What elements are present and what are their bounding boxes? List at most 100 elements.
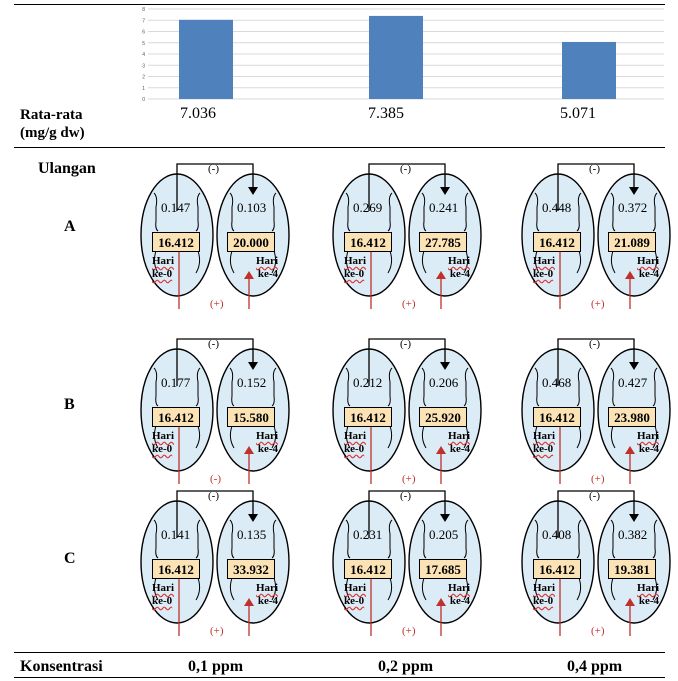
hari-word: Hari (256, 582, 278, 594)
top-sign: (-) (589, 338, 600, 350)
value-box-left: 16.412 (344, 407, 392, 427)
hari-label-right: Hari ke-4 (448, 582, 470, 608)
hari-day: ke-0 (344, 443, 365, 455)
y-tick-label: 6 (142, 30, 145, 36)
hari-day: ke-4 (638, 443, 659, 455)
value-top-right: 0.382 (618, 527, 648, 542)
hari-day: ke-4 (638, 595, 659, 607)
value-top-left: 0.468 (542, 375, 572, 390)
top-sign: (-) (208, 163, 219, 175)
hari-day: ke-4 (449, 268, 470, 280)
avg-label: Rata-rata (mg/g dw) (20, 106, 85, 142)
hari-label-right: Hari ke-4 (637, 255, 659, 281)
y-tick-label: 1 (142, 86, 145, 92)
hari-day: ke-0 (152, 595, 173, 607)
hari-word: Hari (533, 255, 555, 267)
value-box-left: 16.412 (152, 407, 200, 427)
hari-word: Hari (152, 430, 174, 442)
hari-label-left: Hari ke-0 (152, 255, 174, 281)
hari-day: ke-0 (152, 443, 173, 455)
bottom-sign: (+) (402, 298, 416, 310)
hari-day: ke-4 (257, 268, 278, 280)
hari-label-left: Hari ke-0 (152, 430, 174, 456)
avg-value: 7.036 (180, 105, 216, 122)
hari-label-right: Hari ke-4 (256, 582, 278, 608)
y-tick-label: 4 (142, 52, 145, 58)
value-top-left: 0.147 (161, 200, 191, 215)
top-sign: (-) (400, 338, 411, 350)
concentration-label: 0,2 ppm (378, 658, 434, 675)
hari-word: Hari (637, 430, 659, 442)
value-top-left: 0.231 (353, 527, 383, 542)
hari-word: Hari (256, 430, 278, 442)
hari-label-right: Hari ke-4 (637, 430, 659, 456)
value-box-right: 21.089 (608, 232, 656, 252)
value-top-right: 0.427 (618, 375, 648, 390)
avg-value: 5.071 (560, 105, 596, 122)
concentration-label: 0,1 ppm (188, 658, 244, 675)
diagram-cell: (-) 0.448 0.372 16.412 21.089 Hari ke-0 … (519, 159, 678, 310)
hari-word: Hari (344, 582, 366, 594)
avg-value: 7.385 (368, 105, 404, 122)
value-top-right: 0.206 (429, 375, 459, 390)
value-box-left: 16.412 (533, 407, 581, 427)
hari-label-right: Hari ke-4 (637, 582, 659, 608)
value-top-left: 0.269 (353, 200, 383, 215)
hari-word: Hari (448, 582, 470, 594)
y-tick-label: 8 (142, 7, 145, 13)
hari-word: Hari (152, 255, 174, 267)
bottom-sign: (+) (210, 625, 224, 637)
hari-day: ke-0 (152, 268, 173, 280)
hari-word: Hari (448, 430, 470, 442)
hari-word: Hari (533, 582, 555, 594)
top-sign: (-) (208, 490, 219, 502)
bottom-sign: (-) (210, 473, 221, 485)
value-box-left: 16.412 (344, 232, 392, 252)
chart-bottom-rule (14, 147, 665, 148)
hari-label-right: Hari ke-4 (256, 430, 278, 456)
avg-label-line1: Rata-rata (20, 107, 83, 123)
value-top-left: 0.408 (542, 527, 572, 542)
footer-top-rule (14, 652, 665, 653)
hari-label-left: Hari ke-0 (152, 582, 174, 608)
avg-label-line2: (mg/g dw) (20, 125, 85, 141)
bottom-rule (14, 677, 665, 678)
hari-day: ke-0 (344, 595, 365, 607)
hari-day: ke-4 (449, 595, 470, 607)
value-top-left: 0.448 (542, 200, 572, 215)
value-box-right: 20.000 (227, 232, 275, 252)
concentration-label: 0,4 ppm (567, 658, 623, 675)
value-box-right: 17.685 (419, 559, 467, 579)
ulangan-label: Ulangan (38, 160, 96, 177)
diagram-cell: (-) 0.468 0.427 16.412 23.980 Hari ke-0 … (519, 334, 678, 485)
hari-day: ke-4 (638, 268, 659, 280)
hari-day: ke-0 (533, 595, 554, 607)
bottom-sign: (+) (402, 625, 416, 637)
value-box-left: 16.412 (533, 232, 581, 252)
bar-chart: 0 1 2 3 4 5 6 7 8 (142, 7, 664, 103)
bar (562, 41, 616, 99)
bottom-sign: (+) (210, 298, 224, 310)
row-label-b: B (64, 396, 75, 413)
value-box-left: 16.412 (344, 559, 392, 579)
value-top-left: 0.141 (161, 527, 191, 542)
value-box-right: 33.932 (227, 559, 275, 579)
top-sign: (-) (589, 163, 600, 175)
top-sign: (-) (400, 163, 411, 175)
y-tick-label: 7 (142, 18, 145, 24)
hari-day: ke-0 (533, 443, 554, 455)
hari-label-left: Hari ke-0 (533, 430, 555, 456)
hari-word: Hari (344, 255, 366, 267)
hari-label-left: Hari ke-0 (533, 582, 555, 608)
top-sign: (-) (400, 490, 411, 502)
diagram-cell: (-) 0.231 0.205 16.412 17.685 Hari ke-0 … (330, 486, 510, 637)
diagram-cell: (-) 0.212 0.206 16.412 25.920 Hari ke-0 … (330, 334, 510, 485)
diagram-cell: (-) 0.269 0.241 16.412 27.785 Hari ke-0 … (330, 159, 510, 310)
top-sign: (-) (589, 490, 600, 502)
bar (179, 19, 233, 99)
y-tick-label: 2 (142, 75, 145, 81)
bottom-sign: (+) (591, 625, 605, 637)
top-sign: (-) (208, 338, 219, 350)
hari-day: ke-4 (449, 443, 470, 455)
hari-label-left: Hari ke-0 (344, 430, 366, 456)
